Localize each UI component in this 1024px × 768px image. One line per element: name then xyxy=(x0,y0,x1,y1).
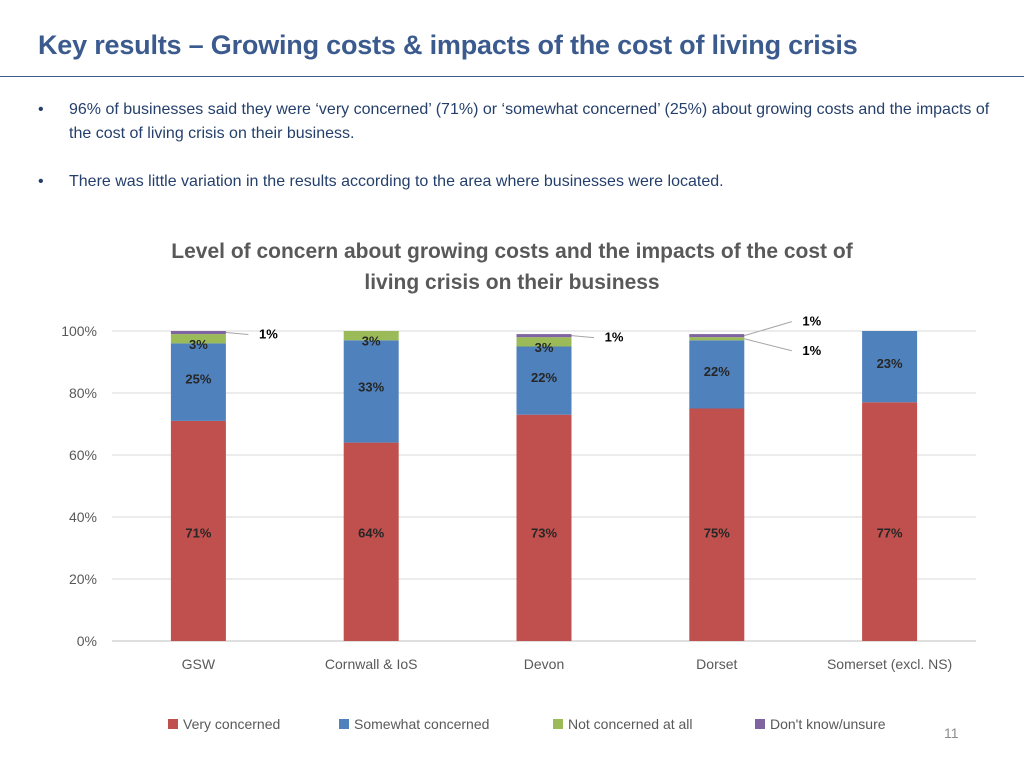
bar-segment xyxy=(689,334,745,338)
y-tick-label: 80% xyxy=(69,385,97,401)
bar-segment xyxy=(343,442,399,641)
bar-segment xyxy=(862,402,918,641)
data-label: 23% xyxy=(877,356,903,371)
legend-label: Somewhat concerned xyxy=(354,716,489,732)
title-divider xyxy=(0,76,1024,77)
data-label: 33% xyxy=(358,379,384,394)
data-label: 25% xyxy=(185,371,211,386)
bar-segment xyxy=(516,337,572,347)
bullet-item: • 96% of businesses said they were ‘very… xyxy=(38,98,1003,146)
data-label: 22% xyxy=(704,364,730,379)
bar-segment xyxy=(516,414,572,641)
y-tick-label: 0% xyxy=(77,633,97,649)
leader-line xyxy=(744,321,792,337)
bar-segment xyxy=(689,337,745,341)
data-label: 1% xyxy=(605,330,624,345)
data-label: 71% xyxy=(185,526,211,541)
bar-segment xyxy=(170,331,226,335)
leader-line xyxy=(744,338,792,352)
data-label: 1% xyxy=(259,327,278,342)
legend-swatch xyxy=(755,719,765,729)
x-tick-label: Devon xyxy=(524,656,564,672)
bullet-list: • 96% of businesses said they were ‘very… xyxy=(38,98,1003,218)
y-tick-label: 60% xyxy=(69,447,97,463)
data-label: 22% xyxy=(531,370,557,385)
data-label: 73% xyxy=(531,526,557,541)
bar-segment xyxy=(862,331,918,403)
leader-line xyxy=(571,335,595,339)
y-tick-label: 40% xyxy=(69,509,97,525)
legend-label: Not concerned at all xyxy=(568,716,693,732)
bullet-marker: • xyxy=(38,173,44,190)
bar-segment xyxy=(689,340,745,409)
data-label: 1% xyxy=(802,343,821,358)
data-label: 64% xyxy=(358,526,384,541)
x-tick-label: GSW xyxy=(182,656,216,672)
bullet-text: 96% of businesses said they were ‘very c… xyxy=(69,101,990,142)
y-tick-label: 100% xyxy=(61,323,97,339)
legend-label: Very concerned xyxy=(183,716,280,732)
bar-segment xyxy=(170,343,226,421)
bar-segment xyxy=(170,420,226,641)
legend-label: Don't know/unsure xyxy=(770,716,886,732)
bar-segment xyxy=(689,408,745,641)
bar-segment xyxy=(343,331,399,341)
data-label: 3% xyxy=(362,334,381,349)
slide-title: Key results – Growing costs & impacts of… xyxy=(38,30,858,60)
bar-segment xyxy=(516,346,572,415)
y-tick-label: 20% xyxy=(69,571,97,587)
data-label: 75% xyxy=(704,526,730,541)
legend-swatch xyxy=(339,719,349,729)
legend-swatch xyxy=(168,719,178,729)
bullet-text: There was little variation in the result… xyxy=(69,173,724,190)
data-label: 3% xyxy=(189,337,208,352)
bar-segment xyxy=(343,340,399,443)
x-tick-label: Cornwall & IoS xyxy=(325,656,418,672)
data-label: 77% xyxy=(877,526,903,541)
data-label: 1% xyxy=(802,314,821,329)
bar-segment xyxy=(170,334,226,344)
bullet-item: • There was little variation in the resu… xyxy=(38,170,1003,194)
page-number: 11 xyxy=(944,725,959,741)
leader-line xyxy=(225,332,249,336)
bar-segment xyxy=(516,334,572,338)
data-label: 3% xyxy=(535,340,554,355)
chart-title: Level of concern about growing costs and… xyxy=(171,240,853,294)
legend-swatch xyxy=(553,719,563,729)
x-tick-label: Somerset (excl. NS) xyxy=(827,656,952,672)
bullet-marker: • xyxy=(38,101,44,118)
x-tick-label: Dorset xyxy=(696,656,737,672)
